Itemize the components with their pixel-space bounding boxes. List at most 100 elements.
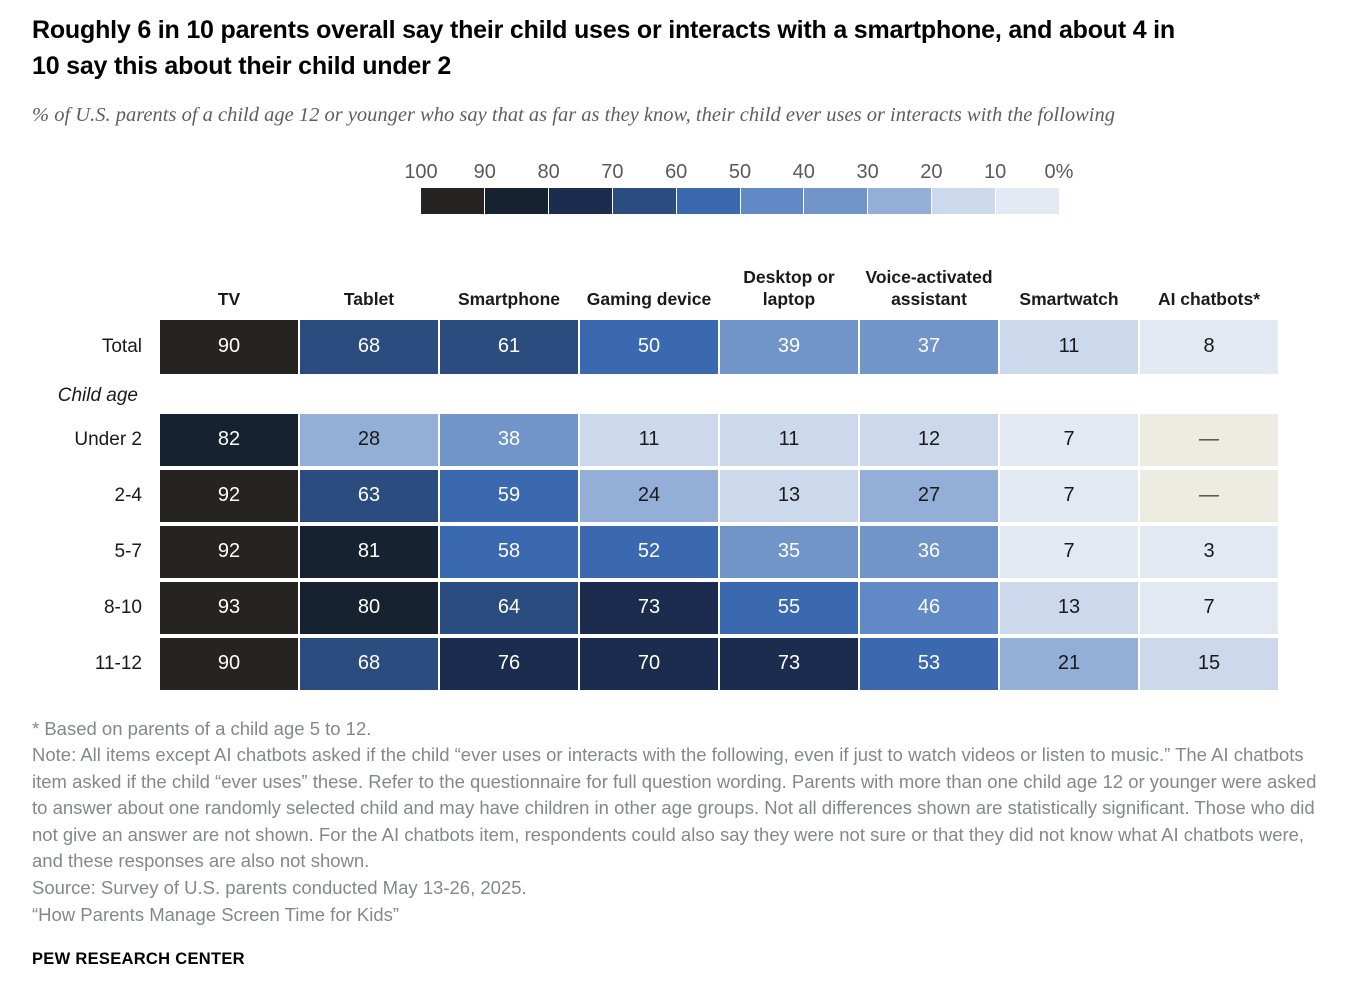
legend-tick: 50 — [728, 160, 752, 183]
legend-tick: 70 — [601, 160, 624, 183]
column-header-row: TV Tablet Smartphone Gaming device Desktop o… — [32, 220, 1278, 320]
group-label-child-age: Child age — [57, 384, 138, 406]
heatmap-cell: 27 — [860, 469, 998, 522]
heatmap-cell: 82 — [160, 413, 298, 466]
legend-swatch — [484, 187, 548, 214]
heatmap-cell: 68 — [300, 319, 438, 374]
footnotes: * Based on parents of a child age 5 to 1… — [32, 716, 1318, 928]
pew-research-center-wordmark: PEW RESEARCH CENTER — [32, 950, 245, 969]
heatmap-cell: 11 — [1000, 319, 1138, 374]
heatmap-cell: — — [1140, 413, 1278, 466]
color-scale-legend: 100 90 80 70 60 50 40 30 20 10 0% — [404, 160, 1073, 214]
heatmap-cell: 73 — [720, 637, 858, 690]
heatmap-cell: 15 — [1140, 637, 1278, 690]
heatmap-cell: 63 — [300, 469, 438, 522]
heatmap-cell: — — [1140, 469, 1278, 522]
heatmap-body: Total 90 68 61 50 39 37 11 8 Child age Under 2 82 28… — [32, 319, 1278, 690]
heatmap-row-5-7: 5-7 92 81 58 52 35 36 7 3 — [32, 525, 1278, 578]
heatmap-cell: 36 — [860, 525, 998, 578]
heatmap-cell: 73 — [580, 581, 718, 634]
chart-page: Roughly 6 in 10 parents overall say thei… — [32, 16, 1318, 969]
heatmap-cell: 24 — [580, 469, 718, 522]
heatmap-cell: 92 — [160, 469, 298, 522]
heatmap-cell: 13 — [1000, 581, 1138, 634]
heatmap-cell: 7 — [1000, 469, 1138, 522]
legend-swatch — [740, 187, 804, 214]
heatmap-cell: 35 — [720, 525, 858, 578]
heatmap-cell: 59 — [440, 469, 578, 522]
heatmap-cell: 53 — [860, 637, 998, 690]
legend-tick: 20 — [920, 160, 943, 183]
heatmap-row-11-12: 11-12 90 68 76 70 73 53 21 15 — [32, 637, 1278, 690]
row-label: 2-4 — [114, 484, 142, 506]
legend-swatch — [676, 187, 740, 214]
legend-swatch — [421, 187, 484, 214]
legend-swatches — [421, 187, 1060, 214]
legend-tick: 60 — [665, 160, 688, 183]
heatmap-cell: 38 — [440, 413, 578, 466]
legend-tick-labels: 100 90 80 70 60 50 40 30 20 10 0% — [404, 160, 1073, 185]
heatmap-cell: 7 — [1140, 581, 1278, 634]
heatmap-cell: 61 — [440, 319, 578, 374]
footnote-report-title: “How Parents Manage Screen Time for Kids… — [32, 903, 400, 925]
heatmap-cell: 90 — [160, 319, 298, 374]
legend-tick: 90 — [473, 160, 496, 183]
heatmap-cell: 93 — [160, 581, 298, 634]
legend-tick: 30 — [856, 160, 879, 183]
heatmap-cell: 50 — [580, 319, 718, 374]
legend-tick: 40 — [792, 160, 815, 183]
heatmap-cell: 52 — [580, 525, 718, 578]
column-header: Voice-activated assistant — [865, 266, 993, 310]
chart-subtitle: % of U.S. parents of a child age 12 or y… — [32, 104, 1115, 126]
column-header: Desktop or laptop — [743, 266, 835, 310]
legend-swatch — [868, 187, 932, 214]
heatmap-cell: 11 — [720, 413, 858, 466]
heatmap-cell: 58 — [440, 525, 578, 578]
heatmap-cell: 76 — [440, 637, 578, 690]
heatmap-row-total: Total 90 68 61 50 39 37 11 8 — [32, 319, 1278, 374]
heatmap-cell: 39 — [720, 319, 858, 374]
heatmap-cell: 8 — [1140, 319, 1278, 374]
heatmap-cell: 90 — [160, 637, 298, 690]
footnote-source: Source: Survey of U.S. parents conducted… — [32, 877, 527, 899]
row-label: 11-12 — [94, 652, 142, 674]
heatmap-cell: 21 — [1000, 637, 1138, 690]
heatmap-cell: 46 — [860, 581, 998, 634]
legend-swatch — [932, 187, 996, 214]
heatmap-cell: 7 — [1000, 413, 1138, 466]
heatmap-cell: 80 — [300, 581, 438, 634]
legend-tick: 0% — [1044, 160, 1074, 183]
legend-swatch — [996, 187, 1060, 214]
heatmap-row-8-10: 8-10 93 80 64 73 55 46 13 7 — [32, 581, 1278, 634]
heatmap-row-under-2: Under 2 82 28 38 11 11 12 7— — [32, 413, 1278, 466]
heatmap-cell: 7 — [1000, 525, 1138, 578]
heatmap-table: TV Tablet Smartphone Gaming device Desktop o… — [32, 220, 1278, 690]
column-header: Tablet — [343, 289, 395, 310]
heatmap-cell: 13 — [720, 469, 858, 522]
row-label: 8-10 — [103, 596, 142, 618]
heatmap-cell: 70 — [580, 637, 718, 690]
column-header: Smartphone — [457, 289, 561, 310]
legend-tick: 80 — [537, 160, 560, 183]
heatmap-cell: 37 — [860, 319, 998, 374]
column-header: TV — [217, 289, 241, 310]
heatmap-cell: 92 — [160, 525, 298, 578]
legend-tick: 10 — [984, 160, 1007, 183]
heatmap-cell: 81 — [300, 525, 438, 578]
heatmap-cell: 55 — [720, 581, 858, 634]
footnote-asterisk: * Based on parents of a child age 5 to 1… — [32, 717, 372, 739]
column-header: Smartwatch — [1019, 289, 1119, 310]
chart-title: Roughly 6 in 10 parents overall say thei… — [32, 16, 1175, 80]
heatmap-cell: 64 — [440, 581, 578, 634]
legend-swatch — [804, 187, 868, 214]
legend-swatch — [548, 187, 612, 214]
row-label: Total — [101, 335, 142, 357]
heatmap-row-2-4: 2-4 92 63 59 24 13 27 7— — [32, 469, 1278, 522]
heatmap-cell: 11 — [580, 413, 718, 466]
legend-tick: 100 — [404, 160, 438, 183]
heatmap-cell: 28 — [300, 413, 438, 466]
row-label: 5-7 — [114, 540, 142, 562]
column-header: Gaming device — [586, 289, 712, 310]
row-label: Under 2 — [74, 428, 142, 450]
heatmap-cell: 68 — [300, 637, 438, 690]
